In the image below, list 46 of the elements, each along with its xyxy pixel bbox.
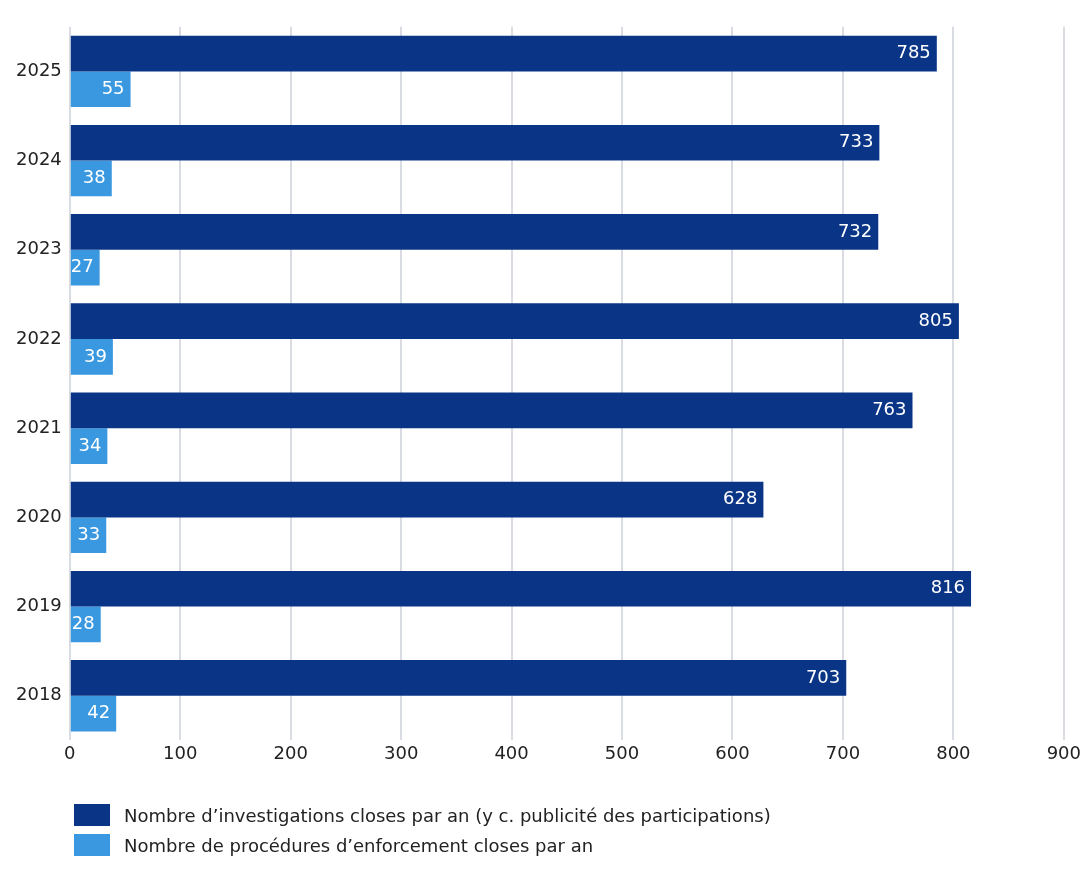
x-tick-label: 600 bbox=[715, 741, 750, 763]
y-tick-label: 2023 bbox=[16, 237, 62, 259]
data-label: 38 bbox=[82, 166, 106, 188]
y-tick-label: 2019 bbox=[16, 594, 62, 616]
bar bbox=[70, 124, 880, 161]
y-tick-label: 2018 bbox=[16, 683, 62, 705]
data-label: 27 bbox=[70, 255, 94, 277]
data-label: 628 bbox=[723, 487, 758, 509]
legend-label: Nombre de procédures d’enforcement closes par an bbox=[124, 834, 594, 856]
data-label: 816 bbox=[930, 576, 966, 598]
bar bbox=[70, 660, 847, 696]
y-tick-label: 2020 bbox=[16, 505, 62, 527]
y-tick-label: 2021 bbox=[16, 415, 62, 437]
x-tick-label: 300 bbox=[383, 741, 419, 763]
data-label: 732 bbox=[837, 219, 873, 241]
bar bbox=[70, 570, 972, 607]
bar bbox=[70, 339, 113, 375]
x-tick-label: 200 bbox=[273, 741, 308, 763]
data-label: 703 bbox=[805, 665, 841, 687]
x-tick-label: 400 bbox=[494, 741, 529, 763]
data-label: 763 bbox=[872, 398, 907, 420]
data-label: 33 bbox=[77, 522, 101, 544]
x-tick-label: 700 bbox=[825, 741, 861, 763]
data-label: 733 bbox=[839, 130, 874, 152]
bar bbox=[70, 35, 937, 72]
data-label: 42 bbox=[87, 701, 111, 723]
x-tick-label: 900 bbox=[1046, 741, 1081, 763]
bar bbox=[70, 392, 913, 429]
data-label: 805 bbox=[918, 308, 953, 330]
y-tick-label: 2024 bbox=[16, 148, 62, 170]
y-tick-label: 2022 bbox=[16, 326, 62, 348]
x-tick-label: 0 bbox=[64, 741, 76, 763]
bar bbox=[70, 303, 959, 339]
data-label: 39 bbox=[83, 344, 107, 366]
x-tick-label: 500 bbox=[604, 741, 640, 763]
bar bbox=[70, 481, 764, 518]
x-tick-label: 100 bbox=[163, 741, 198, 763]
legend-label: Nombre d’investigations closes par an (y c. publicité des participations) bbox=[124, 804, 771, 826]
bar bbox=[70, 214, 879, 250]
bar bbox=[70, 71, 131, 108]
y-tick-label: 2025 bbox=[16, 59, 62, 81]
data-label: 785 bbox=[896, 41, 931, 63]
data-label: 28 bbox=[71, 612, 95, 634]
x-tick-label: 800 bbox=[936, 741, 971, 763]
data-label: 55 bbox=[101, 76, 125, 98]
data-label: 34 bbox=[78, 433, 102, 455]
